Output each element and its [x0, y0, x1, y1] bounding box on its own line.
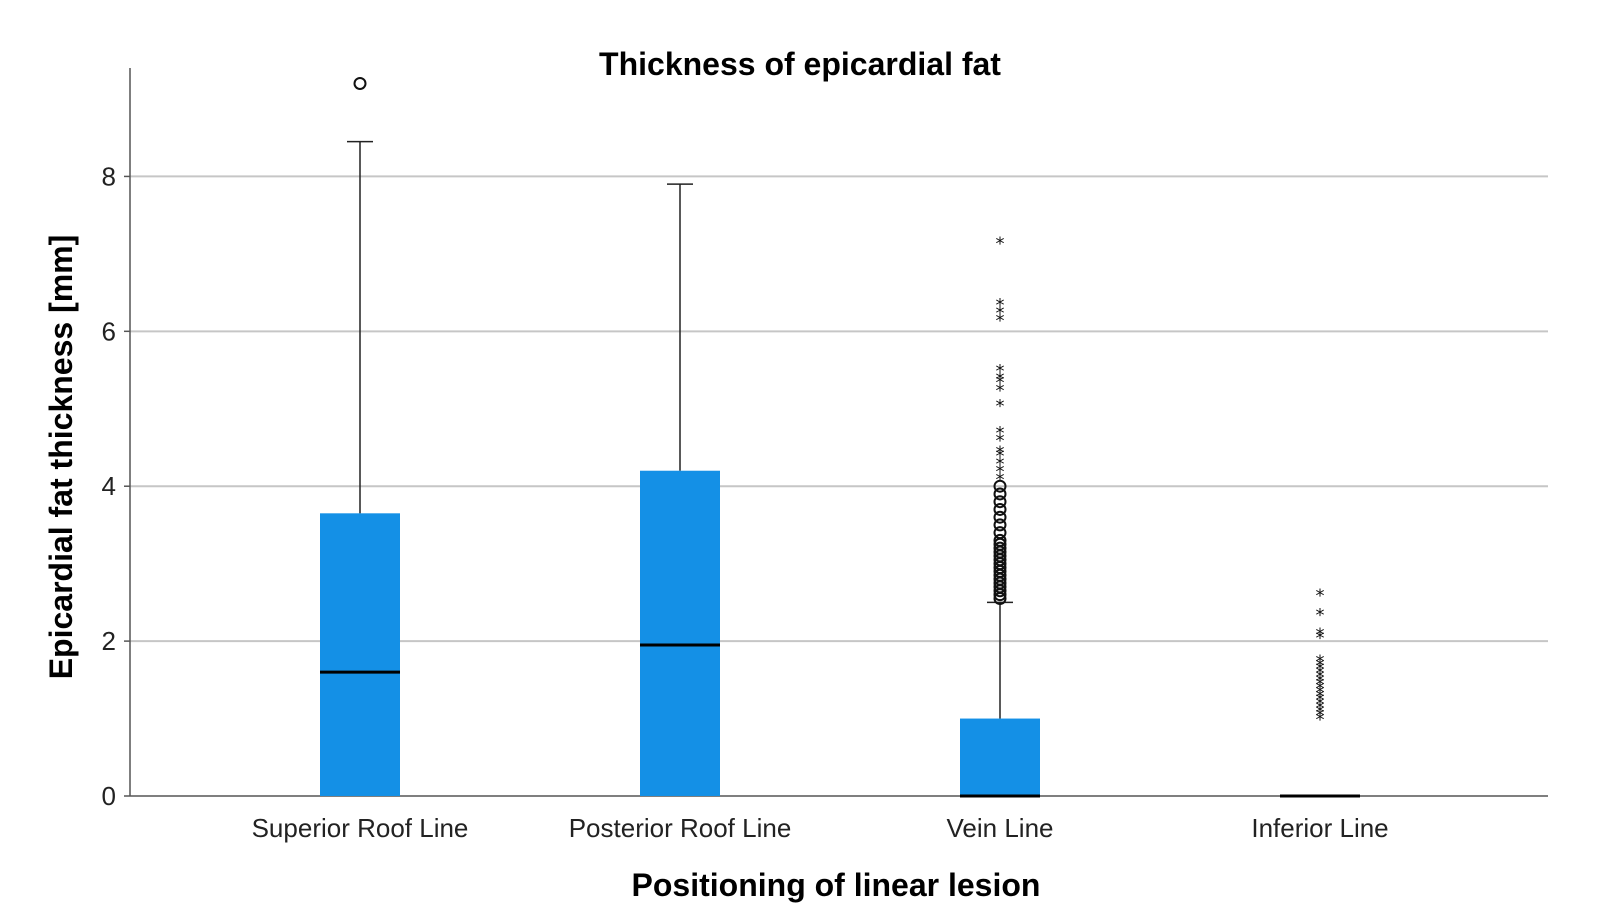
- box-series: ************************************: [320, 76, 1360, 798]
- x-category-label-1: Superior Roof Line: [252, 813, 469, 843]
- outlier-star: *: [996, 233, 1005, 254]
- outlier-star: *: [996, 454, 1005, 475]
- iqr-box: [320, 513, 400, 796]
- gridlines: [130, 175, 1548, 643]
- outlier-star: *: [1316, 659, 1325, 680]
- outlier-star: *: [1316, 686, 1325, 707]
- outlier-star: *: [996, 423, 1005, 444]
- outlier-star: *: [996, 373, 1005, 394]
- x-axis-title: Positioning of linear lesion: [632, 867, 1041, 903]
- outlier-circle: [993, 533, 1007, 547]
- y-tick-label-6: 6: [102, 316, 116, 346]
- outlier-star: *: [1316, 698, 1325, 719]
- y-axis-title: Epicardial fat thickness [mm]: [43, 235, 79, 680]
- y-tick-label-4: 4: [102, 471, 116, 501]
- iqr-box: [640, 470, 720, 796]
- x-category-label-4: Inferior Line: [1251, 813, 1388, 843]
- outlier-star: *: [996, 295, 1005, 316]
- outlier-star: *: [1316, 663, 1325, 684]
- x-category-label-2: Posterior Roof Line: [569, 813, 792, 843]
- outlier-star: *: [996, 303, 1005, 324]
- outlier-circle: [993, 518, 1007, 532]
- outlier-star: *: [996, 369, 1005, 390]
- outlier-star: *: [1316, 675, 1325, 696]
- outlier-circle: [353, 76, 367, 90]
- outlier-star: *: [996, 446, 1005, 467]
- outlier-star: *: [996, 442, 1005, 463]
- outlier-star: *: [1316, 655, 1325, 676]
- outlier-star: *: [996, 361, 1005, 382]
- outlier-star: *: [1316, 706, 1325, 727]
- outlier-star: *: [1316, 671, 1325, 692]
- outlier-star: *: [996, 462, 1005, 483]
- y-tick-label-0: 0: [102, 781, 116, 811]
- outlier-star: *: [1316, 690, 1325, 711]
- outlier-star: *: [1316, 624, 1325, 645]
- outlier-circle: [993, 526, 1007, 540]
- outlier-circle: [993, 502, 1007, 516]
- box-1: [320, 76, 400, 796]
- outlier-star: *: [1316, 679, 1325, 700]
- box-2: [640, 183, 720, 796]
- outlier-star: *: [996, 431, 1005, 452]
- box-4: ********************: [1280, 586, 1360, 798]
- outlier-star: *: [996, 311, 1005, 332]
- outlier-star: *: [1316, 586, 1325, 607]
- outlier-star: *: [1316, 667, 1325, 688]
- outlier-star: *: [1316, 605, 1325, 626]
- y-tick-label-2: 2: [102, 626, 116, 656]
- outlier-circle: [993, 495, 1007, 509]
- outlier-star: *: [1316, 651, 1325, 672]
- x-category-label-3: Vein Line: [947, 813, 1054, 843]
- iqr-box: [960, 718, 1040, 796]
- outlier-star: *: [996, 396, 1005, 417]
- outlier-star: *: [1316, 710, 1325, 731]
- outlier-star: *: [1316, 702, 1325, 723]
- outlier-star: *: [996, 380, 1005, 401]
- x-axis-categories: Superior Roof Line Posterior Roof Line Vei…: [252, 813, 1389, 843]
- outlier-star: *: [996, 469, 1005, 490]
- outlier-star: *: [1316, 628, 1325, 649]
- y-tick-label-8: 8: [102, 161, 116, 191]
- outlier-circle: [993, 541, 1007, 555]
- box-3: ****************: [960, 233, 1040, 798]
- outlier-circle: [993, 487, 1007, 501]
- y-axis-ticks: 0 2 4 6 8: [102, 161, 130, 811]
- chart-title: Thickness of epicardial fat: [599, 46, 1001, 82]
- outlier-circle: [993, 479, 1007, 493]
- outlier-star: *: [1316, 694, 1325, 715]
- outlier-star: *: [1316, 682, 1325, 703]
- outlier-circle: [993, 510, 1007, 524]
